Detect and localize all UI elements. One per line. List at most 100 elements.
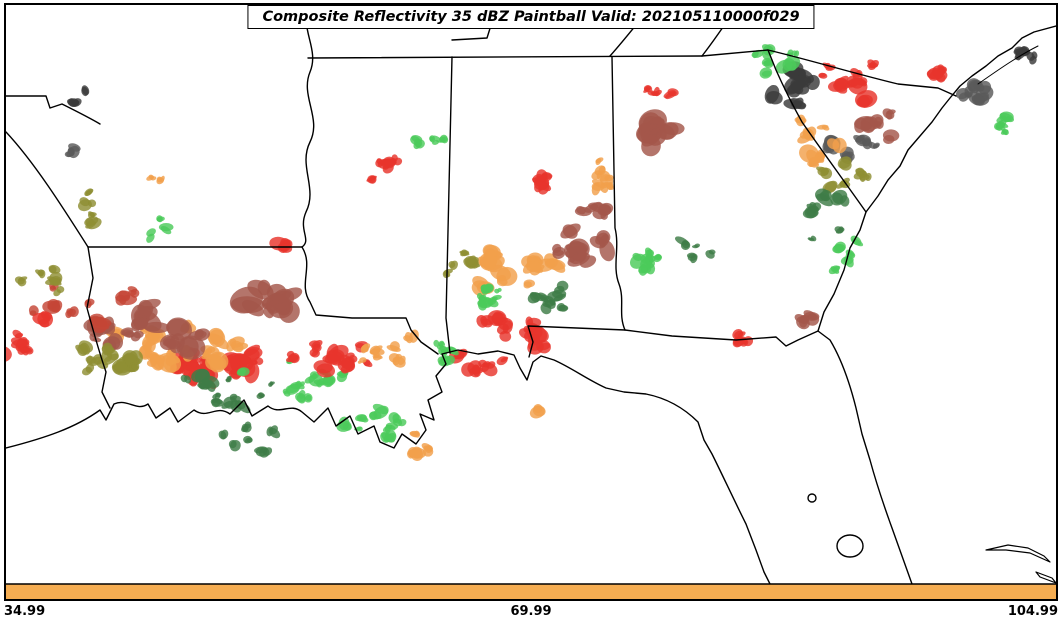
paintball-blob bbox=[793, 97, 804, 108]
paintball-blob bbox=[653, 86, 660, 95]
paintball-blob bbox=[285, 384, 300, 394]
paintball-blob bbox=[479, 253, 497, 271]
paintball-blob bbox=[386, 345, 401, 352]
coastline-sound bbox=[977, 45, 1039, 85]
paintball-blob bbox=[486, 361, 496, 369]
paintball-blob bbox=[794, 314, 806, 323]
paintball-blob bbox=[108, 332, 124, 350]
paintball-blob bbox=[752, 50, 759, 59]
paintball-blob bbox=[411, 433, 418, 438]
paintball-blob bbox=[197, 383, 209, 390]
paintball-blob bbox=[834, 78, 851, 90]
paintball-blob bbox=[288, 353, 299, 363]
paintball-blob bbox=[361, 417, 369, 423]
state-boundary-northcarolina-southcarolina bbox=[701, 49, 957, 97]
paintball-blob bbox=[808, 237, 815, 242]
paintball-blob bbox=[862, 137, 871, 147]
paintball-blob bbox=[422, 447, 434, 457]
paintball-blob bbox=[41, 311, 51, 322]
paintball-blob bbox=[861, 121, 872, 130]
paintball-blob bbox=[159, 175, 165, 183]
title-box: Composite Reflectivity 35 dBZ Paintball … bbox=[247, 5, 815, 29]
paintball-blob bbox=[191, 368, 210, 383]
paintball-blob bbox=[448, 261, 456, 269]
paintball-blob bbox=[6, 345, 12, 363]
paintball-blob bbox=[859, 174, 870, 181]
paintball-blob bbox=[560, 223, 581, 239]
paintball-blob bbox=[821, 125, 830, 131]
lake-george bbox=[807, 493, 817, 503]
paintball-blob bbox=[667, 88, 679, 97]
paintball-blob bbox=[84, 216, 99, 227]
paintball-blob bbox=[809, 202, 817, 208]
paintball-blob bbox=[156, 216, 163, 223]
paintball-blob bbox=[433, 339, 440, 347]
paintball-blob bbox=[820, 167, 833, 180]
paintball-blob bbox=[356, 426, 363, 432]
paintball-blob bbox=[869, 60, 880, 69]
state-boundary-georgia-florida bbox=[624, 329, 819, 347]
paintball-blob bbox=[1031, 51, 1038, 59]
state-boundary-texas-louisiana bbox=[86, 246, 111, 409]
paintball-blob bbox=[149, 352, 160, 362]
paintball-blob bbox=[362, 346, 368, 352]
paintball-blob bbox=[69, 306, 79, 318]
paintball-blob bbox=[653, 254, 663, 263]
paintball-blob bbox=[594, 165, 606, 176]
paintball-blob bbox=[790, 76, 810, 90]
state-boundary-tennessee-south bbox=[307, 55, 703, 59]
paintball-blob bbox=[833, 244, 844, 254]
paintball-blob bbox=[158, 223, 174, 232]
paintball-blob bbox=[737, 331, 746, 338]
paintball-blob bbox=[477, 300, 487, 311]
paintball-blob bbox=[305, 394, 312, 401]
paintball-blob bbox=[28, 305, 39, 316]
paintball-blob bbox=[356, 415, 363, 422]
paintball-blob bbox=[373, 405, 389, 419]
paintball-blob bbox=[311, 350, 319, 357]
paintball-blob bbox=[787, 49, 794, 55]
paintball-blob bbox=[472, 364, 481, 377]
paintball-blob bbox=[78, 340, 94, 353]
paintball-blob bbox=[832, 265, 841, 272]
paintball-blob bbox=[382, 424, 393, 433]
paintball-blob bbox=[496, 323, 509, 335]
paintball-blob bbox=[10, 337, 30, 349]
paintball-blob bbox=[221, 400, 234, 409]
paintball-blob bbox=[792, 50, 798, 56]
paintball-blob bbox=[275, 302, 287, 312]
paintball-blob bbox=[42, 300, 61, 314]
paintball-blob bbox=[202, 348, 213, 358]
paintball-blob bbox=[81, 366, 93, 376]
paintball-blob bbox=[148, 174, 154, 180]
paintball-blob bbox=[166, 318, 190, 336]
paintball-blob bbox=[398, 418, 407, 427]
paintball-blob bbox=[133, 330, 144, 339]
paintball-layer bbox=[6, 44, 1038, 462]
paintball-blob bbox=[933, 69, 942, 79]
paintball-blob bbox=[556, 280, 569, 292]
paintball-blob bbox=[832, 192, 844, 204]
paintball-blob bbox=[552, 243, 562, 253]
paintball-blob bbox=[249, 358, 258, 366]
coastline-gulf bbox=[6, 349, 771, 584]
paintball-blob bbox=[269, 381, 275, 386]
paintball-blob bbox=[995, 124, 1003, 131]
paintball-blob bbox=[72, 100, 80, 106]
paintball-blob bbox=[373, 353, 383, 359]
paintball-blob bbox=[266, 426, 274, 437]
state-boundary-red-river bbox=[6, 131, 89, 248]
paintball-blob bbox=[295, 392, 306, 403]
paintball-blob bbox=[497, 287, 502, 293]
paintball-blob bbox=[247, 279, 274, 300]
paintball-blob bbox=[591, 181, 605, 191]
paintball-blob bbox=[336, 372, 348, 383]
paintball-blob bbox=[544, 258, 566, 271]
paintball-blob bbox=[824, 180, 838, 193]
coastline-atlantic bbox=[817, 25, 1056, 584]
paintball-blob bbox=[254, 446, 268, 454]
paintball-blob bbox=[403, 335, 412, 342]
paintball-blob bbox=[228, 439, 237, 449]
